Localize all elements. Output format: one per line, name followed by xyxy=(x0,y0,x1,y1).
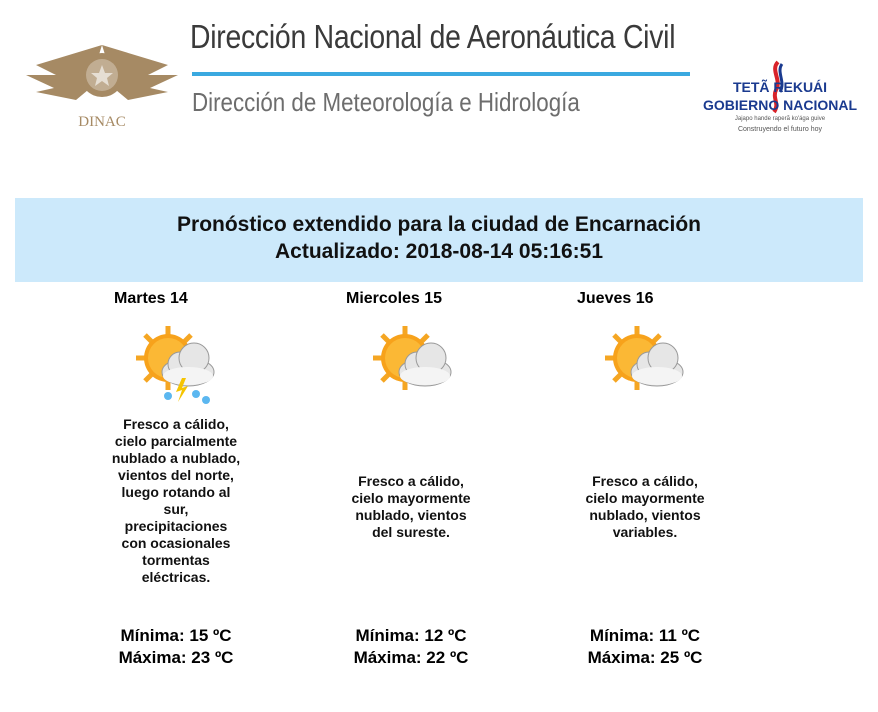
org-title: Dirección Nacional de Aeronáutica Civil xyxy=(190,18,676,55)
svg-text:Jajapo hande raperã ko'ága gui: Jajapo hande raperã ko'ága guive xyxy=(735,116,826,122)
forecast-title: Pronóstico extendido para la ciudad de E… xyxy=(177,213,701,236)
day-name: Martes 14 xyxy=(114,290,188,307)
max-temp: Máxima: 22 ºC xyxy=(353,648,469,667)
temperatures: Mínima: 11 ºC Máxima: 25 ºC xyxy=(555,625,735,669)
dinac-logo: DINAC xyxy=(26,45,178,130)
min-temp: Mínima: 15 ºC xyxy=(120,626,232,645)
header: DINAC Dirección Nacional de Aeronáutica … xyxy=(0,0,878,150)
sun-cloud-storm-icon xyxy=(130,320,220,404)
sun-cloud-icon xyxy=(367,320,457,410)
day-description: Fresco a cálido, cielo mayormente nublad… xyxy=(585,473,705,540)
updated-timestamp: Actualizado: 2018-08-14 05:16:51 xyxy=(275,240,603,263)
temperatures: Mínima: 15 ºC Máxima: 23 ºC xyxy=(86,625,266,669)
temperatures: Mínima: 12 ºC Máxima: 22 ºC xyxy=(321,625,501,669)
svg-text:Construyendo el futuro hoy: Construyendo el futuro hoy xyxy=(738,126,823,133)
svg-text:TETÃ REKUÁI: TETÃ REKUÁI xyxy=(733,78,827,95)
svg-text:GOBIERNO NACIONAL: GOBIERNO NACIONAL xyxy=(703,97,857,113)
forecast-banner: Pronóstico extendido para la ciudad de E… xyxy=(15,198,863,282)
min-temp: Mínima: 12 ºC xyxy=(355,626,467,645)
day-description: Fresco a cálido, cielo parcialmente nubl… xyxy=(111,416,241,585)
day-name: Miercoles 15 xyxy=(346,290,443,307)
min-temp: Mínima: 11 ºC xyxy=(589,626,701,645)
max-temp: Máxima: 25 ºC xyxy=(587,648,703,667)
day-name: Jueves 16 xyxy=(577,290,654,307)
svg-text:DINAC: DINAC xyxy=(78,114,126,130)
divider xyxy=(192,72,690,76)
max-temp: Máxima: 23 ºC xyxy=(118,648,234,667)
sun-cloud-icon xyxy=(599,320,689,410)
gobierno-logo: TETÃ REKUÁI GOBIERNO NACIONAL Jajapo han… xyxy=(703,60,857,133)
org-subtitle: Dirección de Meteorología e Hidrología xyxy=(192,87,580,117)
day-description: Fresco a cálido, cielo mayormente nublad… xyxy=(351,473,471,540)
